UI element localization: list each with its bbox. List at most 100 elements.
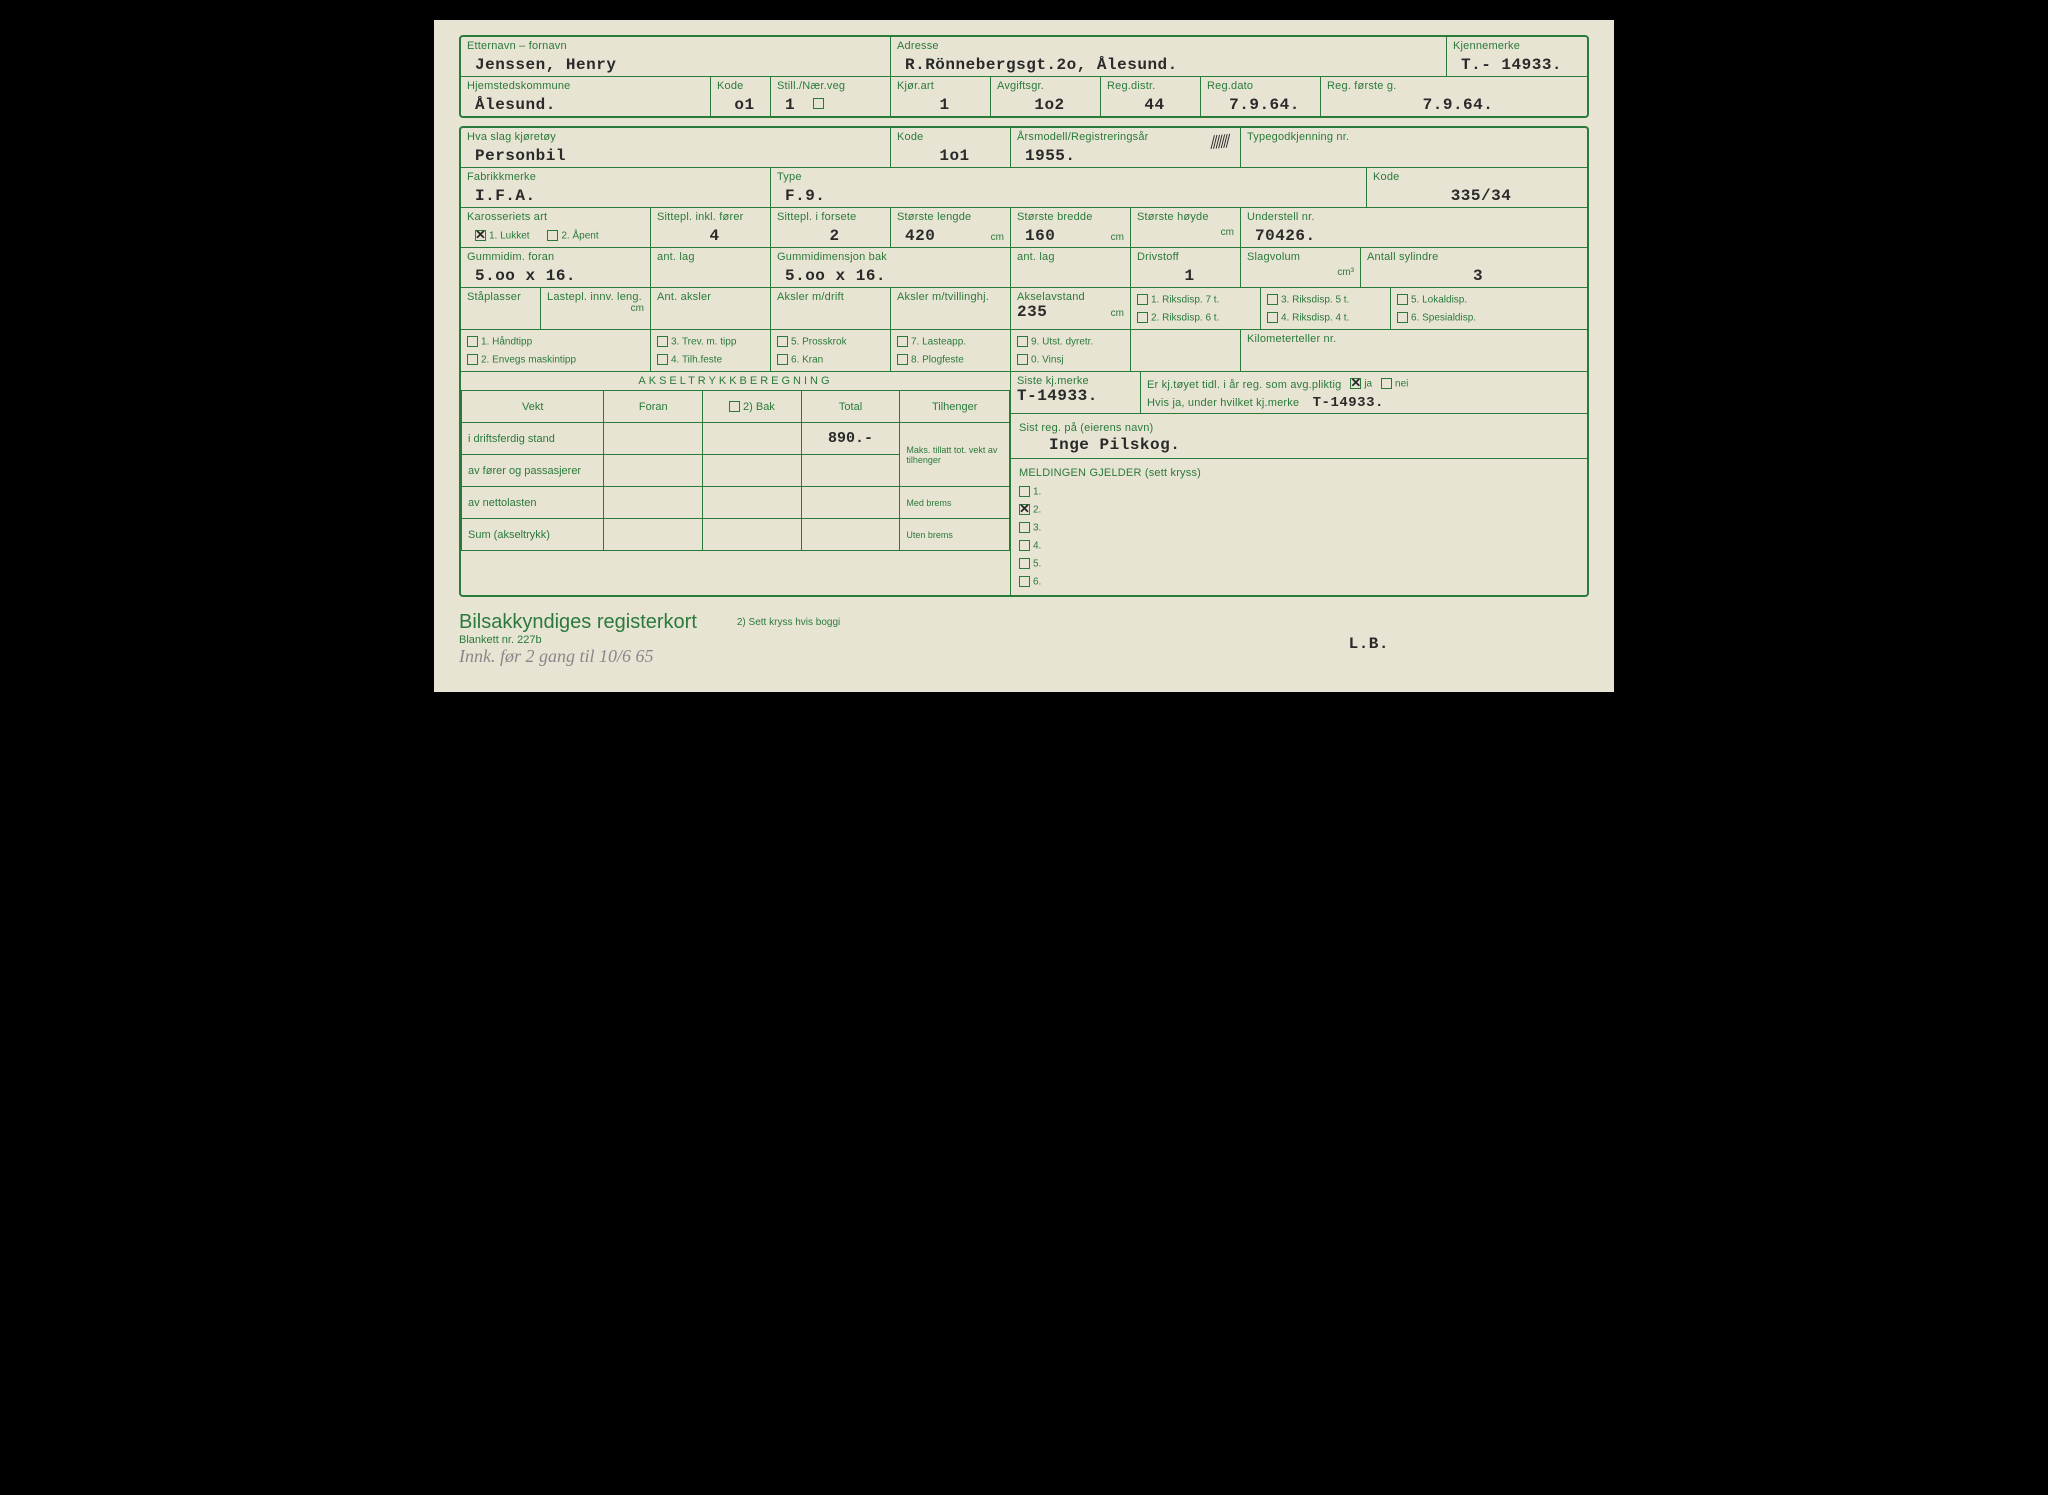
avgift-label: Avgiftsgr. [997, 80, 1094, 92]
opt1-checkbox[interactable] [467, 336, 478, 347]
kaross-opt2: 2. Åpent [561, 230, 598, 241]
melding-opt6-checkbox[interactable] [1019, 576, 1030, 587]
regdistr-label: Reg.distr. [1107, 80, 1194, 92]
axle-col-total: Total [801, 391, 900, 423]
melding-opt1-label: 1. [1033, 486, 1041, 497]
opt5-label: 5. Prosskrok [791, 336, 847, 347]
riks4-checkbox[interactable] [1267, 312, 1278, 323]
regforste-label: Reg. første g. [1327, 80, 1581, 92]
still-value: 1 [785, 96, 795, 114]
melding-opt5-label: 5. [1033, 558, 1041, 569]
footnote-2: 2) Sett kryss hvis boggi [737, 617, 840, 628]
slagvolum-label: Slagvolum [1247, 251, 1354, 263]
sylindre-label: Antall sylindre [1367, 251, 1581, 263]
opt0-label: 0. Vinsj [1031, 354, 1064, 365]
cm3-unit: cm³ [1337, 267, 1354, 278]
cm-unit: cm [1111, 308, 1124, 319]
melding-opt3-label: 3. [1033, 522, 1041, 533]
melding-opt4-checkbox[interactable] [1019, 540, 1030, 551]
understell-value: 70426. [1247, 227, 1581, 245]
arsmodell-label: Årsmodell/Registreringsår [1017, 131, 1234, 143]
riks5-label: 3. Riksdisp. 5 t. [1281, 294, 1349, 305]
opt7-label: 7. Lasteapp. [911, 336, 966, 347]
lokal-label: 5. Lokaldisp. [1411, 294, 1467, 305]
section-identity: Etternavn – fornavn Jenssen, Henry Adres… [459, 35, 1589, 118]
form-title: Bilsakkyndiges registerkort [459, 611, 697, 634]
kaross-lukket-checkbox[interactable] [475, 230, 486, 241]
erreg-ja-checkbox[interactable] [1350, 378, 1361, 389]
riks7-checkbox[interactable] [1137, 294, 1148, 305]
etternavn-label: Etternavn – fornavn [467, 40, 884, 52]
opt4-checkbox[interactable] [657, 354, 668, 365]
axle-row2-label: av fører og passasjerer [462, 455, 604, 487]
footer: Bilsakkyndiges registerkort Blankett nr.… [459, 605, 1589, 667]
riks5-checkbox[interactable] [1267, 294, 1278, 305]
gummif-value: 5.oo x 16. [467, 267, 644, 285]
erreg-nei-checkbox[interactable] [1381, 378, 1392, 389]
hjemsted-label: Hjemstedskommune [467, 80, 704, 92]
sittepl-label: Sittepl. inkl. fører [657, 211, 764, 223]
melding-opt4-label: 4. [1033, 540, 1041, 551]
kaross-apent-checkbox[interactable] [547, 230, 558, 241]
opt8-checkbox[interactable] [897, 354, 908, 365]
gummif-label: Gummidim. foran [467, 251, 644, 263]
boggi-checkbox[interactable] [729, 401, 740, 412]
melding-opt3-checkbox[interactable] [1019, 522, 1030, 533]
opt3-checkbox[interactable] [657, 336, 668, 347]
akslerdrift-label: Aksler m/drift [777, 291, 884, 303]
fabrikk-value: I.F.A. [467, 187, 764, 205]
avgift-value: 1o2 [997, 96, 1094, 114]
riks6-checkbox[interactable] [1137, 312, 1148, 323]
kjennemerke-label: Kjennemerke [1453, 40, 1581, 52]
registration-card: Etternavn – fornavn Jenssen, Henry Adres… [434, 20, 1614, 692]
lengde-value: 420 [905, 227, 935, 245]
melding-opt5-checkbox[interactable] [1019, 558, 1030, 569]
opt6-label: 6. Kran [791, 354, 823, 365]
siste-value: T-14933. [1017, 387, 1134, 405]
melding-options: 1.2.3.4.5.6. [1019, 483, 1579, 591]
drivstoff-label: Drivstoff [1137, 251, 1234, 263]
melding-opt6-label: 6. [1033, 576, 1041, 587]
bredde-value: 160 [1025, 227, 1055, 245]
spesial-checkbox[interactable] [1397, 312, 1408, 323]
sittepl-value: 4 [657, 227, 764, 245]
hoyde-label: Største høyde [1137, 211, 1234, 223]
strikethrough-marks: /////// [1209, 130, 1229, 154]
regdistr-value: 44 [1107, 96, 1194, 114]
still-checkbox[interactable] [813, 98, 824, 109]
spesial-label: 6. Spesialdisp. [1411, 312, 1476, 323]
melding-opt1-checkbox[interactable] [1019, 486, 1030, 497]
drivstoff-value: 1 [1137, 267, 1234, 285]
kode1-value: o1 [717, 96, 764, 114]
opt2-checkbox[interactable] [467, 354, 478, 365]
kode3-value: 335/34 [1373, 187, 1581, 205]
opt5-checkbox[interactable] [777, 336, 788, 347]
riks6-label: 2. Riksdisp. 6 t. [1151, 312, 1219, 323]
axle-row3-label: av nettolasten [462, 487, 604, 519]
tilh-maks: Maks. tillatt tot. vekt av tilhenger [900, 423, 1010, 487]
staplasser-label: Ståplasser [467, 291, 534, 303]
akselavstand-value: 235 [1017, 303, 1047, 321]
lokal-checkbox[interactable] [1397, 294, 1408, 305]
opt0-checkbox[interactable] [1017, 354, 1028, 365]
opt9-checkbox[interactable] [1017, 336, 1028, 347]
erreg-label: Er kj.tøyet tidl. i år reg. som avg.plik… [1147, 379, 1341, 391]
etternavn-value: Jenssen, Henry [467, 56, 884, 74]
hvis-label: Hvis ja, under hvilket kj.merke [1147, 397, 1299, 409]
cm-unit: cm [1221, 227, 1234, 238]
melding-opt2-checkbox[interactable] [1019, 504, 1030, 515]
sitteplf-label: Sittepl. i forsete [777, 211, 884, 223]
opt6-checkbox[interactable] [777, 354, 788, 365]
axle-row1-total: 890.- [801, 423, 900, 455]
ja-label: ja [1364, 378, 1372, 389]
regdato-label: Reg.dato [1207, 80, 1314, 92]
sistreg-label: Sist reg. på (eierens navn) [1019, 422, 1153, 434]
axle-row1-label: i driftsferdig stand [462, 423, 604, 455]
sitteplf-value: 2 [777, 227, 884, 245]
hjemsted-value: Ålesund. [467, 96, 704, 114]
axle-row4-label: Sum (akseltrykk) [462, 519, 604, 551]
axle-table: Vekt Foran 2) Bak Total Tilhenger i drif… [461, 390, 1010, 551]
slag-label: Hva slag kjøretøy [467, 131, 884, 143]
cm-unit: cm [547, 303, 644, 314]
opt7-checkbox[interactable] [897, 336, 908, 347]
